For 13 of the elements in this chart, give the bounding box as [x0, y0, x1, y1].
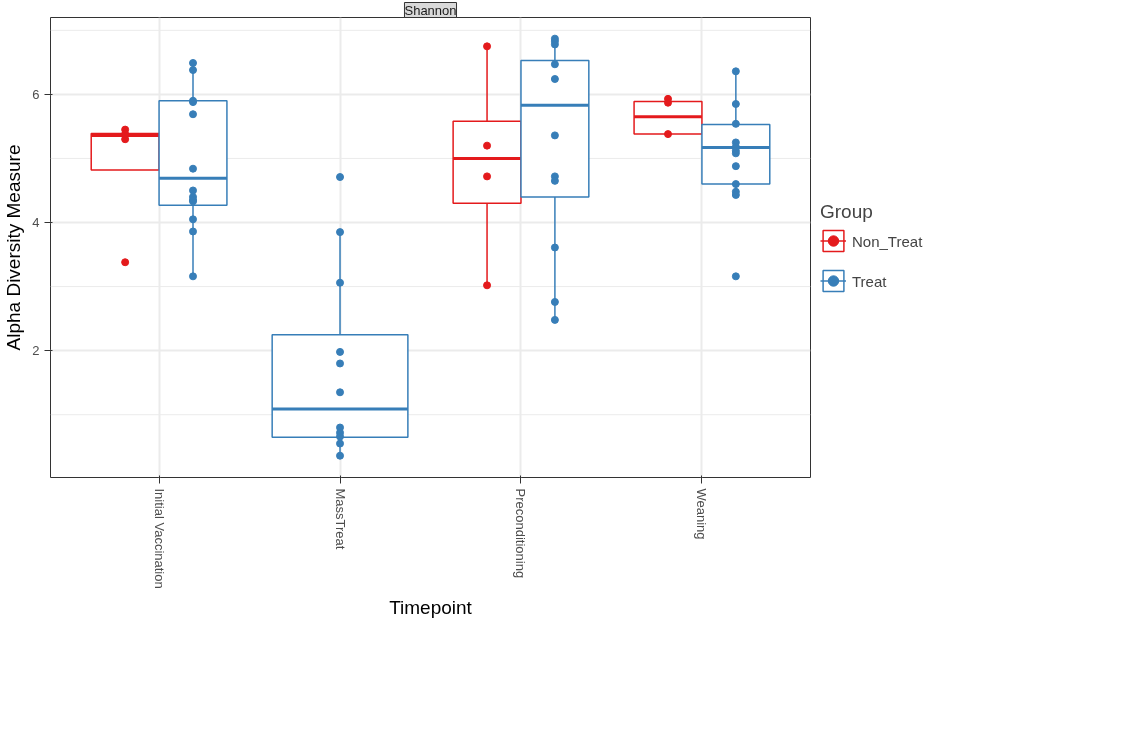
x-tick-label: Weaning — [694, 488, 710, 540]
x-axis-title: Timepoint — [389, 596, 473, 618]
y-tick-label: 2 — [32, 343, 40, 359]
legend-label: Non_Treat — [852, 232, 923, 249]
y-axis-title: Alpha Diversity Measure — [3, 144, 25, 351]
x-tick-label: MassTreat — [332, 488, 348, 550]
legend-label: Treat — [852, 272, 887, 289]
x-tick-label: Preconditioning — [513, 488, 529, 579]
legend-title: Group — [820, 200, 874, 223]
y-tick-label: 6 — [32, 86, 40, 102]
y-tick-label: 4 — [32, 215, 40, 231]
x-tick-label: Initial Vaccination — [151, 488, 167, 589]
chart-title: Shannon — [404, 2, 457, 18]
